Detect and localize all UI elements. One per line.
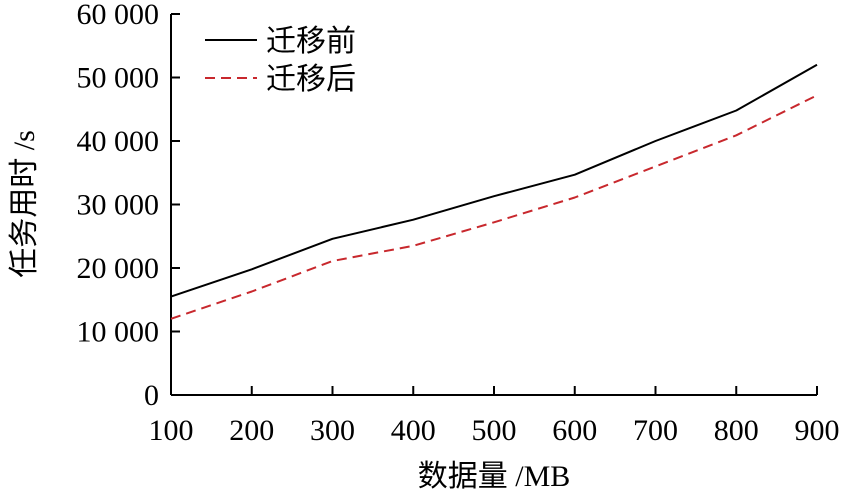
y-tick-label: 40 000: [77, 125, 160, 158]
legend-label-1: 迁移前: [266, 25, 356, 58]
x-tick-label: 800: [714, 414, 759, 447]
y-tick-label: 50 000: [77, 62, 160, 95]
legend-label-2: 迁移后: [266, 63, 356, 96]
x-tick-label: 600: [552, 414, 597, 447]
y-tick-label: 0: [144, 379, 159, 412]
y-tick-label: 10 000: [77, 316, 160, 349]
x-axis-title: 数据量 /MB: [418, 460, 571, 493]
series-lines: [170, 63, 818, 320]
y-ticks: 0 10 000 20 000 30 000 40 000 50 000 60 000: [77, 0, 180, 412]
series-line-1: [170, 63, 818, 298]
series-line-2: [170, 94, 818, 320]
x-tick-label: 700: [633, 414, 678, 447]
y-axis-title: 任务用时 /s: [8, 130, 41, 278]
x-tick-label: 200: [229, 414, 274, 447]
y-tick-label: 20 000: [77, 252, 160, 285]
x-tick-label: 300: [310, 414, 355, 447]
x-tick-label: 100: [149, 414, 194, 447]
x-ticks: 100 200 300 400 500 600 700 800 900: [149, 386, 840, 447]
y-tick-label: 60 000: [77, 0, 160, 31]
x-tick-label: 400: [391, 414, 436, 447]
x-tick-label: 900: [795, 414, 840, 447]
y-tick-label: 30 000: [77, 189, 160, 222]
x-tick-label: 500: [472, 414, 517, 447]
